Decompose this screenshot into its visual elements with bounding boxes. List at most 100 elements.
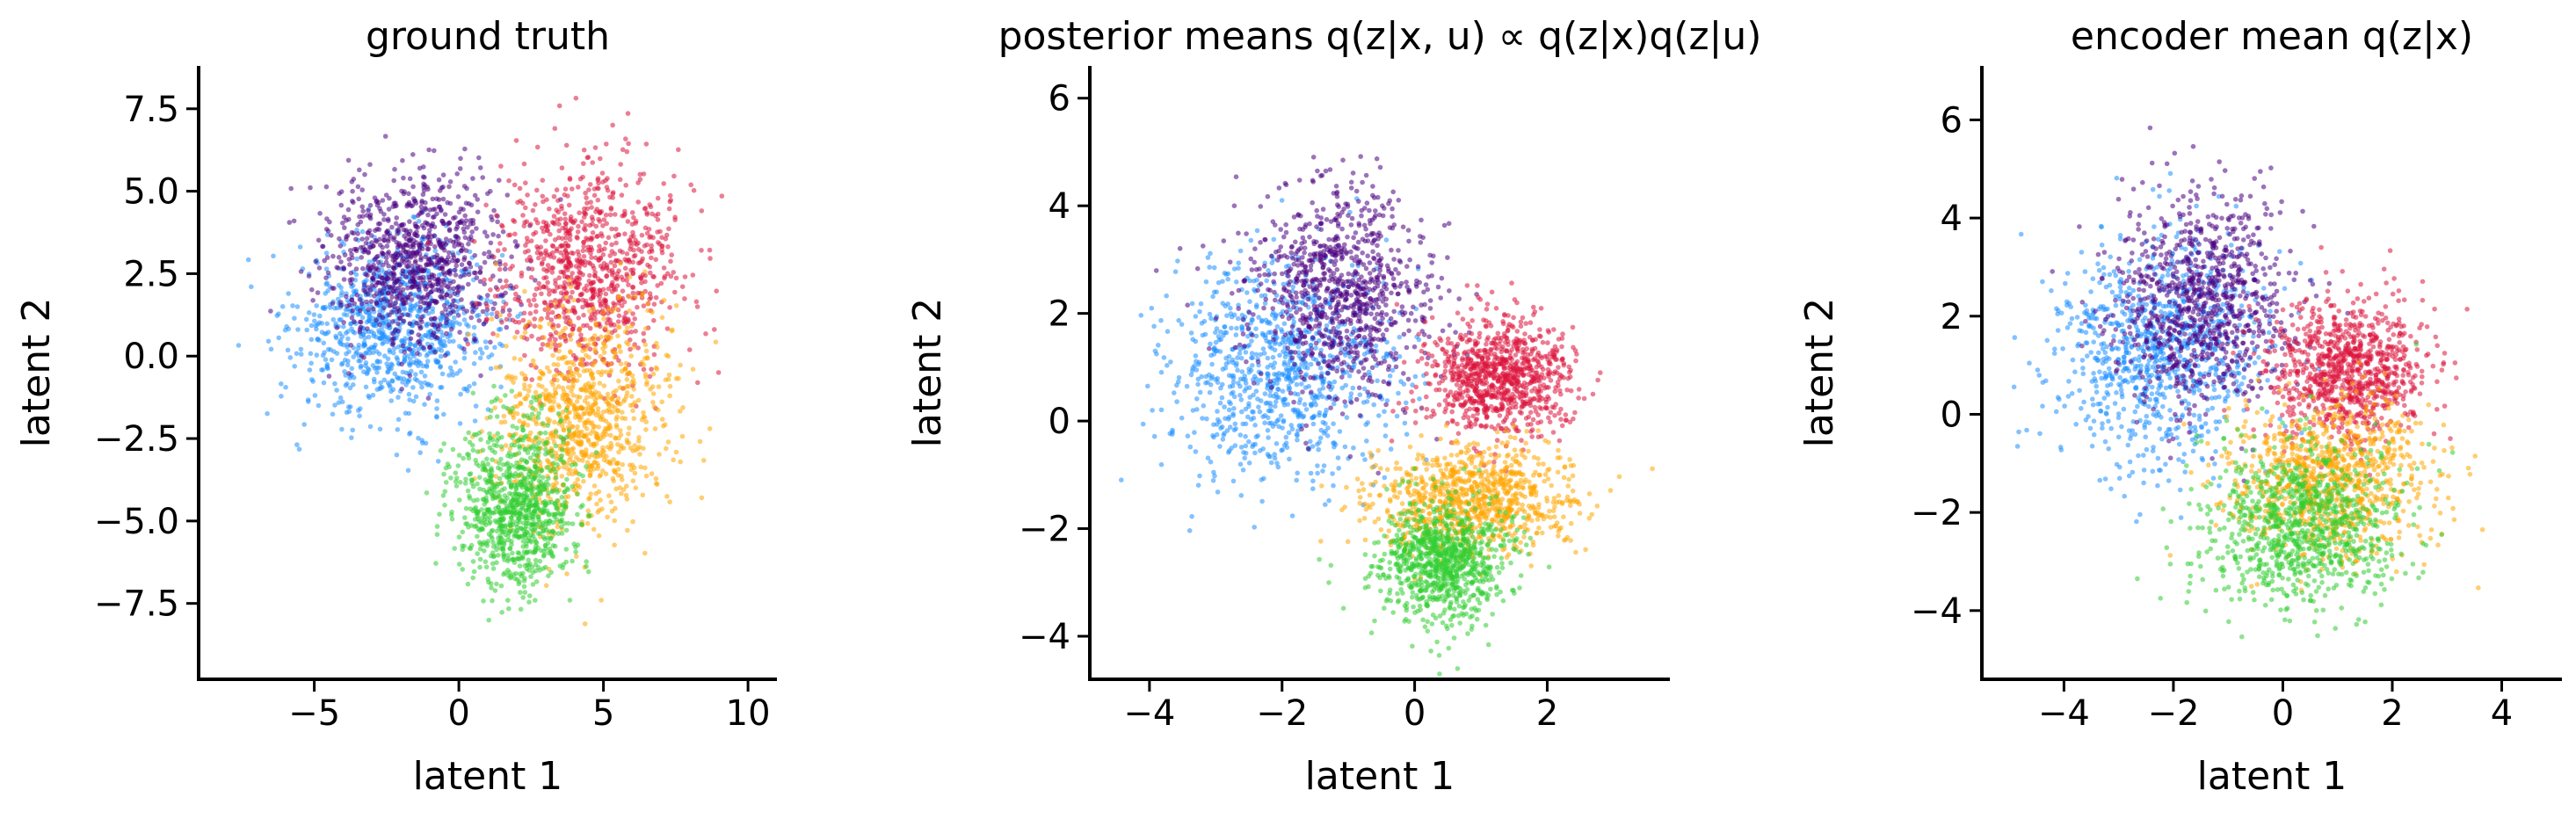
- point: [627, 294, 632, 300]
- point: [468, 523, 475, 528]
- point: [504, 344, 509, 349]
- point: [1188, 372, 1194, 378]
- point: [548, 231, 553, 237]
- point: [454, 171, 460, 177]
- point: [423, 199, 428, 206]
- point: [540, 402, 545, 409]
- point: [342, 369, 347, 374]
- point: [380, 315, 386, 321]
- point: [432, 334, 439, 340]
- point: [442, 489, 448, 494]
- point: [425, 291, 432, 297]
- point: [585, 342, 591, 348]
- point: [622, 265, 628, 272]
- point: [471, 431, 477, 438]
- point: [657, 452, 662, 457]
- point: [542, 430, 548, 436]
- point: [620, 461, 626, 467]
- point: [570, 373, 577, 380]
- point: [446, 184, 452, 190]
- point: [584, 367, 590, 373]
- point: [1273, 403, 1278, 410]
- point: [451, 298, 456, 303]
- point: [470, 575, 475, 581]
- point: [482, 277, 487, 283]
- point: [437, 243, 443, 248]
- point: [406, 391, 412, 397]
- point: [1384, 339, 1390, 345]
- point: [485, 293, 490, 298]
- point: [495, 286, 500, 293]
- point: [535, 514, 541, 520]
- point: [520, 317, 526, 323]
- point: [540, 193, 546, 199]
- point: [607, 253, 613, 258]
- point: [601, 457, 607, 463]
- point: [344, 351, 349, 357]
- point: [589, 205, 594, 210]
- point: [404, 264, 410, 269]
- point: [1158, 369, 1165, 375]
- point: [482, 281, 487, 287]
- point: [436, 177, 442, 183]
- point: [613, 258, 619, 265]
- point: [526, 593, 533, 598]
- point: [632, 443, 637, 448]
- point: [584, 559, 589, 564]
- point: [595, 410, 601, 416]
- point: [325, 330, 331, 335]
- point: [570, 186, 575, 192]
- point: [294, 351, 300, 357]
- point: [630, 285, 635, 290]
- point: [564, 571, 570, 576]
- point: [518, 606, 524, 612]
- point: [312, 318, 317, 324]
- point: [627, 425, 632, 431]
- point: [338, 202, 345, 208]
- point: [416, 287, 422, 293]
- point: [521, 420, 527, 425]
- point: [464, 185, 469, 192]
- point: [504, 495, 510, 501]
- point: [373, 228, 378, 234]
- point: [570, 289, 575, 295]
- point: [515, 438, 520, 444]
- point: [330, 301, 336, 307]
- point: [667, 393, 672, 399]
- point: [643, 427, 649, 432]
- point: [372, 379, 377, 385]
- point: [1224, 313, 1230, 319]
- point: [641, 303, 647, 308]
- point: [436, 272, 442, 278]
- point: [1331, 401, 1337, 407]
- point: [642, 415, 648, 420]
- point: [568, 294, 574, 301]
- point: [492, 518, 498, 524]
- point: [438, 353, 444, 359]
- point: [485, 461, 490, 467]
- point: [584, 195, 589, 200]
- point: [523, 483, 529, 489]
- point: [664, 352, 670, 359]
- point: [593, 323, 599, 329]
- point: [358, 324, 364, 330]
- point: [599, 278, 605, 284]
- point: [348, 270, 354, 276]
- point: [1233, 363, 1239, 368]
- point: [407, 250, 412, 257]
- point: [423, 332, 428, 338]
- point: [1382, 475, 1388, 481]
- point: [477, 346, 483, 352]
- point: [420, 192, 426, 198]
- point: [532, 323, 537, 330]
- point: [630, 402, 635, 408]
- point: [572, 310, 577, 315]
- point: [324, 216, 330, 221]
- point: [490, 496, 496, 502]
- point: [354, 293, 360, 298]
- point: [416, 243, 422, 249]
- point: [486, 617, 491, 623]
- point: [587, 182, 593, 187]
- point: [628, 353, 634, 359]
- point: [559, 447, 565, 453]
